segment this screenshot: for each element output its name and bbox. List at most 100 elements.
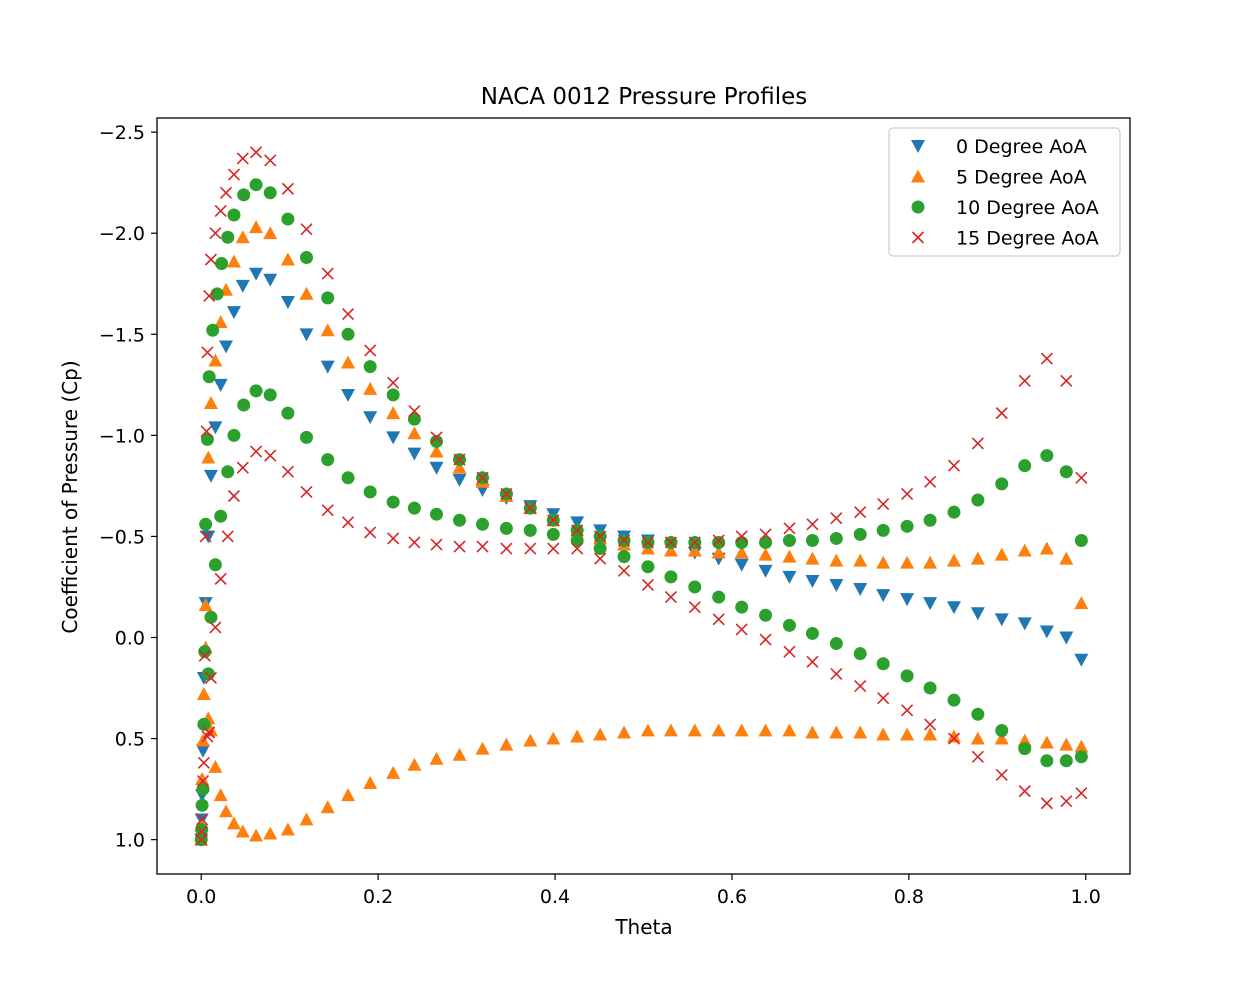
data-point	[970, 551, 985, 565]
data-point	[524, 542, 537, 555]
data-point	[209, 621, 222, 634]
data-point	[805, 551, 820, 565]
data-point	[1059, 465, 1073, 479]
data-point	[947, 732, 961, 745]
data-point	[341, 388, 356, 402]
legend-marker	[911, 231, 925, 244]
data-point	[214, 572, 227, 585]
data-point	[227, 489, 241, 503]
data-point	[1018, 459, 1032, 473]
data-point	[407, 412, 421, 426]
data-point	[663, 723, 678, 737]
data-point	[876, 589, 891, 603]
data-point	[1074, 750, 1088, 764]
data-point	[429, 461, 444, 475]
data-point	[237, 398, 251, 412]
x-axis-ticks: 0.0 0.2 0.4 0.6 0.8 1.0	[186, 874, 1101, 908]
data-point	[782, 570, 797, 584]
legend-marker	[911, 200, 925, 214]
data-point	[688, 601, 701, 614]
x-tick-label: 0.8	[894, 886, 924, 908]
data-point	[994, 731, 1009, 745]
data-point	[712, 535, 726, 549]
data-point	[759, 633, 772, 646]
data-point	[387, 532, 400, 545]
data-point	[199, 530, 212, 543]
data-point	[712, 590, 726, 604]
data-point	[1059, 754, 1073, 768]
data-point	[198, 645, 212, 659]
data-point	[299, 812, 314, 826]
data-point	[924, 475, 937, 488]
data-point	[386, 765, 401, 779]
data-point	[758, 547, 773, 561]
data-point	[280, 295, 295, 309]
data-point	[195, 771, 210, 785]
data-point	[901, 704, 914, 717]
data-point	[430, 434, 444, 448]
data-point	[201, 346, 214, 359]
data-point	[970, 607, 985, 621]
data-point	[195, 744, 210, 758]
data-point	[876, 523, 890, 537]
data-point	[735, 623, 748, 636]
data-point	[213, 378, 228, 392]
data-point	[196, 813, 209, 826]
data-point	[453, 453, 466, 466]
data-point	[206, 323, 220, 337]
data-point	[547, 514, 560, 527]
y-tick-label: −1.0	[99, 425, 145, 447]
data-point	[759, 608, 773, 622]
data-point	[475, 741, 490, 755]
data-point	[386, 431, 401, 445]
data-point	[734, 558, 749, 572]
legend-label: 15 Degree AoA	[956, 228, 1099, 250]
data-point	[663, 543, 678, 557]
data-point	[196, 782, 210, 796]
data-point	[924, 718, 937, 731]
data-point	[214, 509, 228, 523]
plot-frame	[156, 117, 1131, 875]
data-point	[226, 254, 241, 268]
data-point	[476, 540, 489, 553]
data-point	[1018, 742, 1032, 756]
data-point	[641, 560, 655, 574]
data-point	[197, 717, 211, 731]
data-point	[236, 152, 249, 165]
data-point	[264, 449, 277, 462]
data-point	[594, 552, 607, 565]
data-point	[995, 723, 1009, 737]
data-point	[227, 428, 241, 442]
legend-label: 10 Degree AoA	[956, 197, 1099, 219]
data-point	[1074, 739, 1089, 753]
data-point	[641, 536, 654, 549]
data-point	[923, 597, 938, 611]
data-point	[829, 531, 843, 545]
data-point	[407, 757, 422, 771]
data-point	[617, 725, 632, 739]
y-tick-label: −2.5	[99, 122, 145, 144]
data-point	[570, 533, 584, 547]
data-point	[570, 516, 585, 530]
data-point	[783, 522, 796, 535]
data-point	[203, 396, 218, 409]
data-point	[249, 178, 263, 192]
data-point	[320, 323, 335, 337]
data-point	[235, 230, 250, 244]
data-point	[386, 406, 401, 420]
data-point	[218, 804, 233, 818]
legend: 0 Degree AoA 5 Degree AoA 10 Degree AoA 15 …	[888, 127, 1121, 257]
data-point	[829, 637, 843, 651]
data-point	[200, 425, 213, 438]
x-tick-label: 0.4	[540, 886, 570, 908]
data-point	[363, 360, 377, 374]
data-point	[453, 513, 467, 527]
data-point	[923, 681, 937, 695]
data-point	[854, 679, 867, 693]
data-point	[263, 273, 278, 287]
data-point	[203, 726, 216, 739]
x-axis-label: Theta	[614, 915, 672, 939]
data-point	[782, 618, 796, 632]
data-point	[499, 521, 513, 535]
data-point	[408, 536, 421, 549]
